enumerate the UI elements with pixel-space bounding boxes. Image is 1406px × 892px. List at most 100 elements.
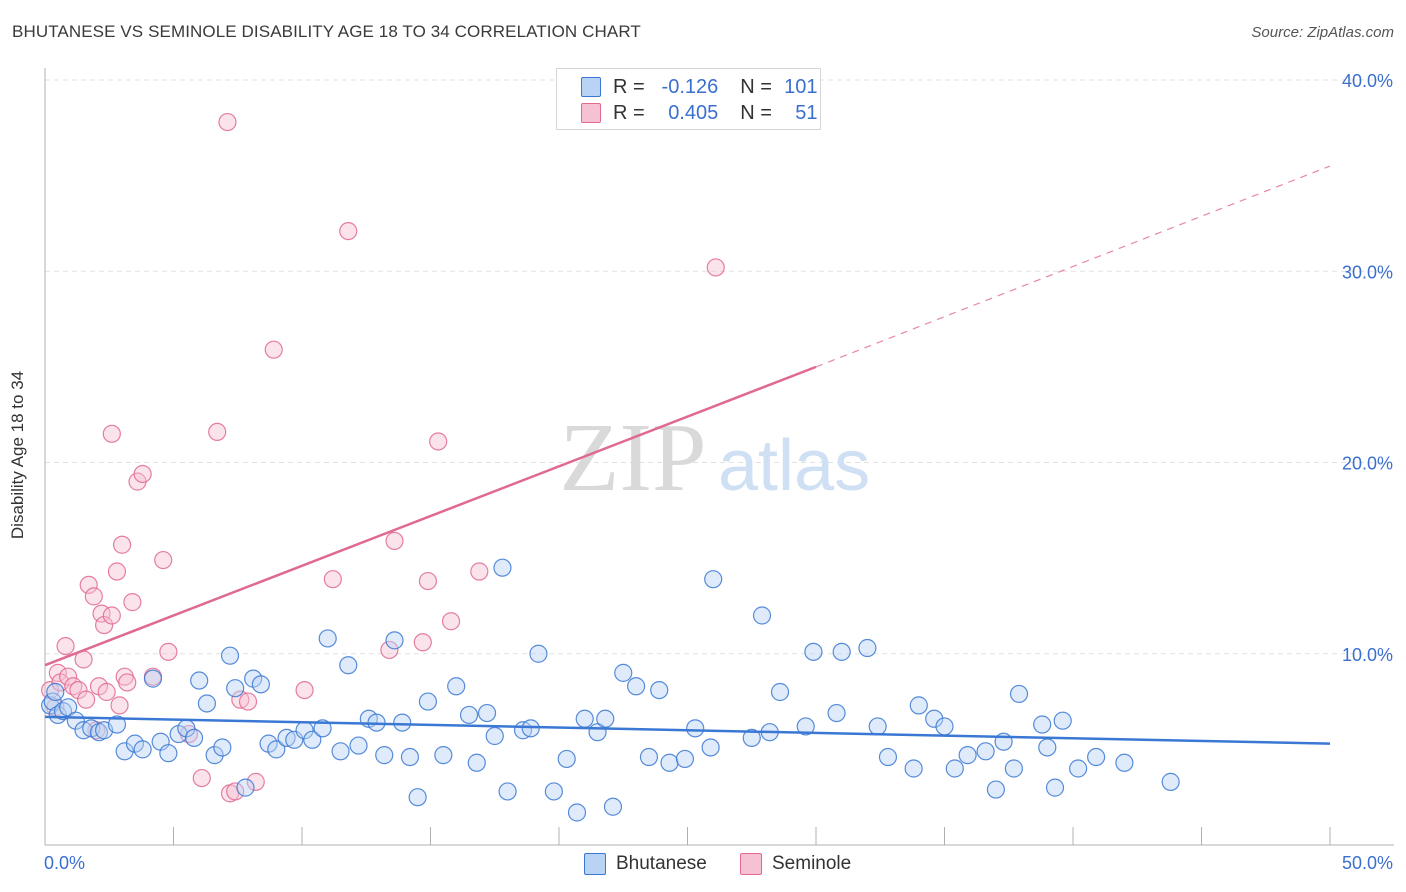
seminole-point xyxy=(295,680,314,700)
bhutanese-point xyxy=(190,671,209,690)
bhutanese-point xyxy=(1069,759,1088,778)
seminole-point xyxy=(118,673,137,692)
seminole-trend-line xyxy=(44,365,817,667)
seminole-point xyxy=(79,575,98,595)
seminole-n-value: 51 xyxy=(795,101,818,124)
seminole-point xyxy=(238,692,258,711)
bhutanese-point xyxy=(349,736,368,755)
bhutanese-point xyxy=(1053,711,1072,730)
seminole-point xyxy=(133,464,152,484)
seminole-point xyxy=(112,535,132,554)
bhutanese-point xyxy=(1045,778,1065,797)
bhutanese-point xyxy=(133,740,152,759)
y-tick-label: 10.0% xyxy=(1342,645,1393,665)
seminole-point xyxy=(84,587,103,606)
bhutanese-point xyxy=(639,747,659,767)
bhutanese-point xyxy=(603,797,623,816)
bhutanese-point xyxy=(704,570,723,589)
bhutanese-point xyxy=(904,759,923,778)
n-label: N = xyxy=(740,101,772,124)
bhutanese-point xyxy=(878,747,898,767)
bhutanese-legend-swatch xyxy=(584,853,606,875)
bhutanese-point xyxy=(650,680,669,700)
bhutanese-point xyxy=(303,730,322,749)
r-label: R = xyxy=(613,75,645,98)
seminole-point xyxy=(413,633,432,652)
seminole-point xyxy=(97,682,116,702)
bhutanese-point xyxy=(796,717,815,736)
seminole-point xyxy=(470,562,489,581)
bhutanese-point xyxy=(675,749,695,769)
bhutanese-point xyxy=(1161,772,1180,791)
bhutanese-point xyxy=(467,753,486,772)
bhutanese-point xyxy=(958,746,977,765)
seminole-points xyxy=(41,112,725,803)
bhutanese-point xyxy=(986,780,1006,799)
x-tick-label: 0.0% xyxy=(44,853,85,873)
r-label: R = xyxy=(613,101,645,124)
seminole-trend-extension xyxy=(815,165,1331,368)
bhutanese-point xyxy=(529,644,548,663)
seminole-legend-swatch xyxy=(740,853,762,875)
seminole-point xyxy=(339,221,358,241)
bhutanese-point xyxy=(1115,753,1134,772)
bhutanese-point xyxy=(544,782,563,801)
bhutanese-point xyxy=(925,709,944,728)
seminole-point xyxy=(264,340,283,359)
legend-row-bhutanese: R = -0.126 N = 101 xyxy=(581,75,818,99)
bhutanese-point xyxy=(557,749,576,769)
bhutanese-point xyxy=(660,753,679,772)
bhutanese-point xyxy=(408,788,427,807)
bhutanese-point xyxy=(313,719,332,738)
bhutanese-point xyxy=(701,738,720,757)
bhutanese-point xyxy=(385,631,404,650)
bhutanese-point xyxy=(804,642,823,661)
bhutanese-point xyxy=(858,638,877,658)
bhutanese-point xyxy=(868,717,887,736)
bhutanese-point xyxy=(267,740,286,759)
bhutanese-point xyxy=(498,782,517,801)
seminole-point xyxy=(323,570,342,589)
tick-labels: 10.0% 20.0% 30.0% 40.0% 0.0% 50.0% xyxy=(44,71,1393,873)
source-name: ZipAtlas.com xyxy=(1307,24,1394,41)
bhutanese-point xyxy=(752,606,772,625)
n-label: N = xyxy=(740,75,772,98)
bhutanese-point xyxy=(1087,747,1106,767)
bhutanese-point xyxy=(213,738,232,757)
bhutanese-point xyxy=(434,746,453,765)
seminole-point xyxy=(418,571,438,591)
seminole-point xyxy=(123,593,142,612)
bhutanese-point xyxy=(197,694,217,713)
bhutanese-point xyxy=(493,558,512,577)
bhutanese-n-value: 101 xyxy=(784,75,818,98)
bhutanese-point xyxy=(205,746,224,765)
bhutanese-point xyxy=(614,663,633,682)
bhutanese-point xyxy=(567,803,587,822)
bhutanese-points xyxy=(41,558,1180,822)
watermark: ZIP atlas xyxy=(560,404,871,512)
bhutanese-point xyxy=(477,703,497,723)
seminole-point xyxy=(380,640,399,660)
bhutanese-point xyxy=(236,778,255,797)
bhutanese-point xyxy=(226,679,245,698)
bhutanese-point xyxy=(251,675,270,694)
bhutanese-trend-line xyxy=(44,715,1331,745)
bhutanese-legend-label: Bhutanese xyxy=(616,853,707,874)
bhutanese-point xyxy=(159,744,178,763)
bhutanese-point xyxy=(46,682,65,702)
seminole-point xyxy=(159,642,178,661)
seminole-point xyxy=(107,562,127,581)
bhutanese-point xyxy=(575,709,594,728)
y-tick-label: 20.0% xyxy=(1342,454,1393,474)
chart-title: BHUTANESE VS SEMINOLE DISABILITY AGE 18 … xyxy=(12,22,641,41)
bhutanese-point xyxy=(184,728,204,748)
source-attribution: Source: ZipAtlas.com xyxy=(1251,24,1394,41)
seminole-point xyxy=(441,612,461,631)
bhutanese-point xyxy=(770,682,790,702)
seminole-point xyxy=(59,667,78,686)
bhutanese-r-value: -0.126 xyxy=(661,75,719,98)
watermark-atlas: atlas xyxy=(718,426,870,506)
bhutanese-point xyxy=(1038,738,1057,757)
seminole-point xyxy=(110,696,129,715)
